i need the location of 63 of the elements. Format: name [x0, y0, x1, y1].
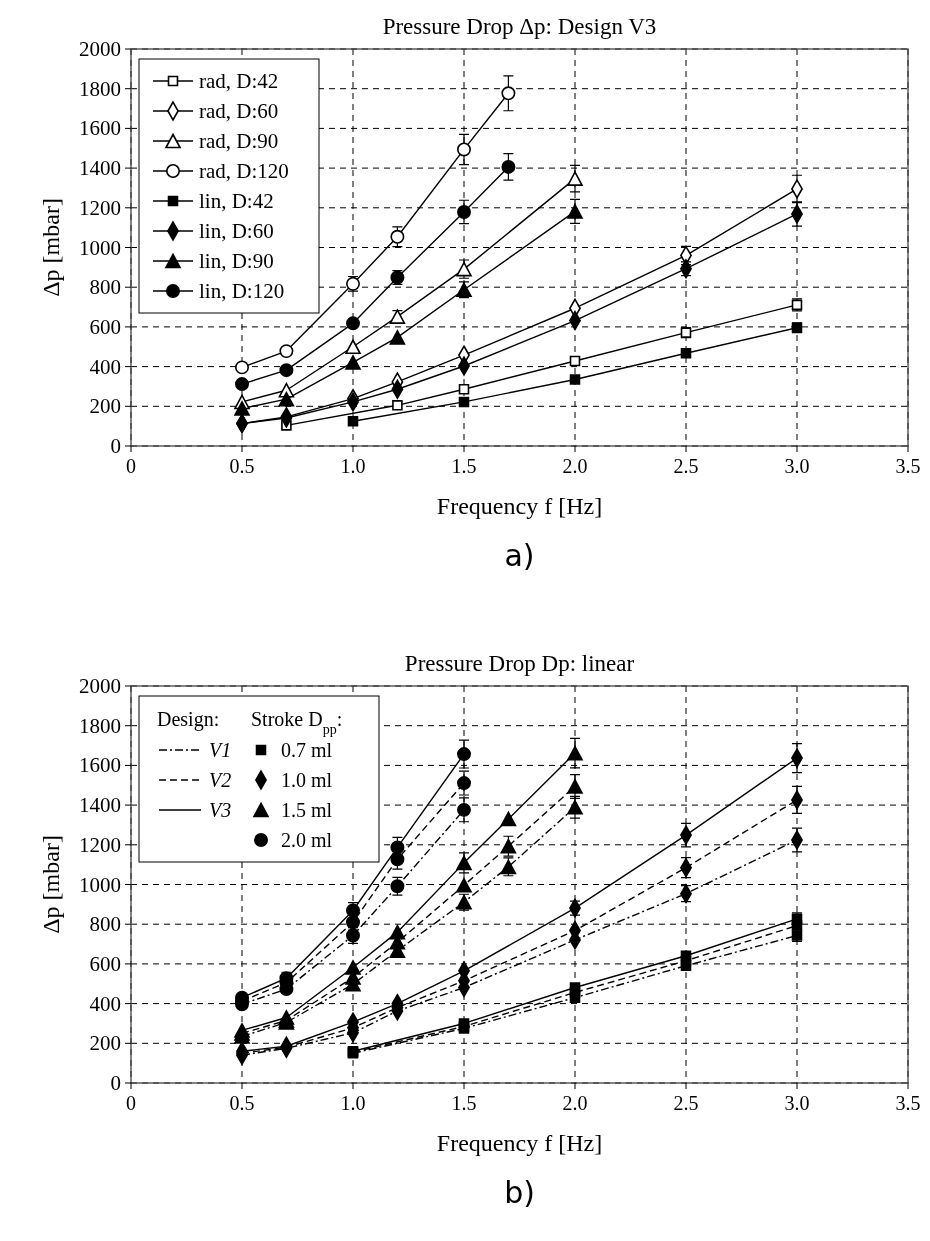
legend-label: rad, D:120 [199, 159, 289, 183]
x-tick-label: 1.0 [340, 1092, 366, 1114]
legend-label: 2.0 ml [281, 829, 333, 851]
legend-label: lin, D:42 [199, 189, 274, 213]
legend-label: 1.5 ml [281, 799, 333, 821]
y-tick-label: 200 [89, 1031, 121, 1056]
y-tick-label: 600 [89, 314, 121, 339]
x-tick-label: 1.5 [451, 1092, 477, 1114]
x-tick-label: 2.5 [673, 455, 699, 477]
y-tick-label: 1800 [79, 713, 121, 738]
legend-label: V1 [209, 739, 232, 761]
x-tick-label: 3.0 [784, 1092, 810, 1114]
legend-label: V2 [209, 769, 232, 791]
y-tick-label: 1000 [79, 872, 121, 897]
y-axis-title: Δp [mbar] [38, 835, 64, 934]
y-tick-label: 600 [89, 951, 121, 976]
x-tick-label: 2.0 [562, 455, 588, 477]
legend-label: rad, D:60 [199, 99, 279, 123]
legend-label: lin, D:60 [199, 219, 274, 243]
y-tick-label: 1200 [79, 832, 121, 857]
x-tick-label: 1.0 [340, 455, 366, 477]
x-tick-label: 0 [126, 455, 136, 477]
chart-title: Pressure Drop Dp: linear [404, 651, 635, 676]
legend-label: rad, D:90 [199, 129, 279, 153]
y-tick-label: 400 [89, 991, 121, 1016]
x-tick-label: 2.0 [562, 1092, 588, 1114]
x-tick-label: 0.5 [229, 1092, 255, 1114]
y-tick-label: 0 [110, 1071, 121, 1095]
legend-label: lin, D:90 [199, 249, 274, 273]
legend-label: rad, D:42 [199, 69, 279, 93]
x-tick-label: 0 [126, 1092, 136, 1114]
chart-title: Pressure Drop Δp: Design V3 [382, 14, 657, 39]
y-tick-label: 1400 [79, 793, 121, 818]
legend-label: 0.7 ml [281, 739, 333, 761]
annotation: Design: [157, 708, 220, 731]
y-tick-label: 1600 [79, 753, 121, 778]
y-tick-label: 1000 [79, 235, 121, 260]
x-tick-label: 3.5 [895, 455, 921, 477]
x-tick-label: 3.5 [895, 1092, 921, 1114]
x-axis-title: Frequency f [Hz] [436, 1130, 603, 1156]
y-tick-label: 400 [89, 354, 121, 379]
y-tick-label: 800 [89, 912, 121, 937]
text: a) [504, 538, 535, 573]
y-tick-label: 2000 [79, 674, 121, 698]
y-tick-label: 1400 [79, 156, 121, 181]
y-tick-label: 2000 [79, 37, 121, 61]
x-tick-label: 0.5 [229, 455, 255, 477]
y-tick-label: 800 [89, 275, 121, 300]
y-tick-label: 1600 [79, 116, 121, 141]
y-tick-label: 1200 [79, 195, 121, 220]
x-tick-label: 3.0 [784, 455, 810, 477]
x-tick-label: 1.5 [451, 455, 477, 477]
annotation: Stroke D$_{pp}$: [251, 708, 343, 737]
y-tick-label: 200 [89, 394, 121, 419]
legend-label: V3 [209, 799, 232, 821]
y-tick-label: 0 [110, 434, 121, 458]
y-tick-label: 1800 [79, 76, 121, 101]
y-axis-title: Δp [mbar] [38, 198, 64, 297]
legend-label: 1.0 ml [281, 769, 333, 791]
text: b) [504, 1175, 535, 1210]
legend-label: lin, D:120 [199, 279, 285, 303]
x-axis-title: Frequency f [Hz] [436, 493, 603, 519]
x-tick-label: 2.5 [673, 1092, 699, 1114]
